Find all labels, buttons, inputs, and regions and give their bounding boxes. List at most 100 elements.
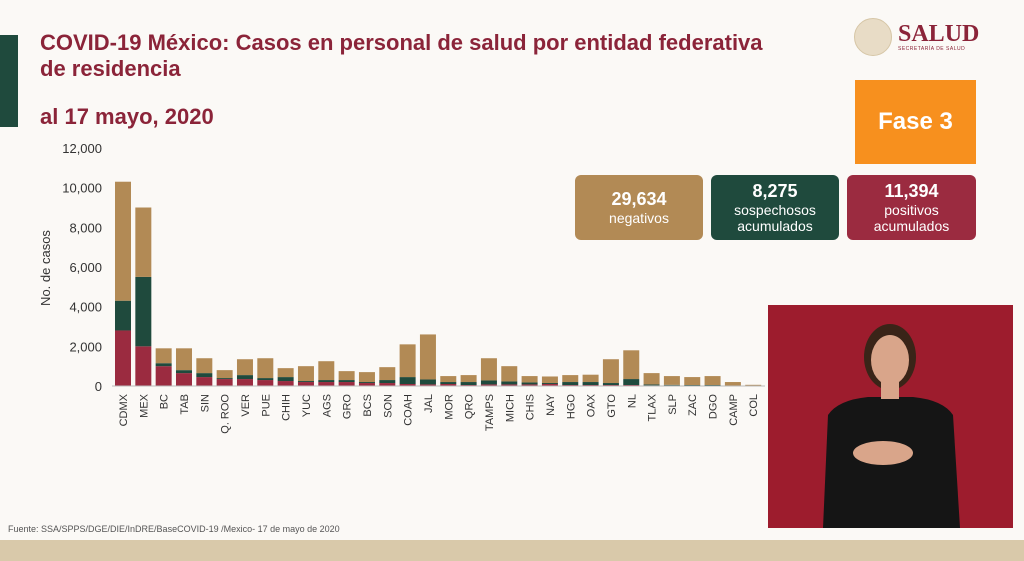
accent-bar: [0, 35, 18, 127]
bar-sospechosos: [562, 382, 579, 386]
bar-negativos: [582, 374, 599, 383]
bar-positivos: [358, 383, 375, 386]
bar-sospechosos: [257, 378, 274, 381]
page-subtitle: al 17 mayo, 2020: [40, 104, 214, 129]
bar-negativos: [297, 366, 314, 382]
bar-negativos: [440, 376, 457, 383]
interpreter-figure: [823, 324, 960, 528]
bar-negativos: [175, 348, 192, 371]
bar-sospechosos: [175, 370, 192, 374]
x-tick-label: NL: [626, 394, 638, 408]
bar-negativos: [115, 181, 131, 301]
bar-sospechosos: [216, 378, 233, 380]
bar-sospechosos: [135, 276, 152, 347]
logo-text: SALUD: [898, 21, 980, 47]
card-label: sospechosos acumulados: [734, 202, 816, 234]
bar-sospechosos: [115, 300, 131, 331]
x-tick-label: YUC: [301, 394, 313, 417]
bar-negativos: [663, 376, 680, 385]
bar-sospechosos: [379, 380, 396, 384]
bar-positivos: [216, 379, 233, 386]
y-tick-label: 10,000: [62, 181, 102, 196]
bar-negativos: [196, 358, 213, 374]
bar-negativos: [460, 375, 477, 383]
x-tick-label: TLAX: [647, 393, 659, 421]
x-tick-label: MOR: [443, 394, 455, 420]
bar-positivos: [135, 346, 152, 386]
x-tick-label: ZAC: [687, 394, 699, 416]
x-tick-label: MEX: [138, 393, 150, 418]
card-value: 29,634: [611, 189, 667, 209]
x-tick-label: GRO: [342, 394, 354, 420]
bar-negativos: [623, 350, 640, 380]
bar-sospechosos: [155, 363, 172, 367]
x-tick-label: COAH: [403, 394, 415, 426]
x-tick-label: GTO: [606, 394, 618, 418]
bar-negativos: [257, 358, 274, 379]
seal-icon: [854, 18, 892, 56]
bar-sospechosos: [684, 385, 701, 386]
bar-sospechosos: [399, 377, 416, 385]
card-positivos: 11,394 positivos acumulados: [847, 175, 976, 240]
bar-positivos: [521, 384, 538, 386]
x-tick-label: MICH: [504, 394, 516, 422]
bar-positivos: [419, 384, 436, 386]
bar-negativos: [338, 371, 355, 381]
bar-negativos: [135, 207, 152, 277]
x-tick-label: Q. ROO: [220, 394, 232, 434]
bar-sospechosos: [338, 380, 355, 383]
bar-negativos: [480, 358, 497, 381]
bar-negativos: [541, 376, 558, 384]
bar-positivos: [501, 384, 518, 386]
y-tick-label: 0: [95, 379, 102, 394]
bar-sospechosos: [602, 383, 619, 386]
bar-sospechosos: [623, 379, 640, 386]
y-tick-label: 4,000: [69, 300, 102, 315]
x-tick-label: CDMX: [118, 393, 130, 426]
bar-positivos: [318, 382, 335, 386]
x-tick-label: SON: [382, 394, 394, 418]
footer-band: [0, 540, 1024, 561]
bar-negativos: [318, 361, 335, 381]
source-note: Fuente: SSA/SPPS/DGE/DIE/InDRE/BaseCOVID…: [8, 524, 340, 534]
stacked-bar-chart: No. de casos 0 2,000 4,000 6,000 8,000 10,000…: [38, 141, 765, 434]
bar-positivos: [155, 366, 172, 386]
bar-sospechosos: [297, 381, 314, 383]
bar-sospechosos: [541, 383, 558, 385]
bar-sospechosos: [704, 385, 721, 386]
card-sospechosos: 8,275 sospechosos acumulados: [711, 175, 839, 240]
y-tick-label: 12,000: [62, 141, 102, 156]
bar-negativos: [358, 372, 375, 383]
bar-sospechosos: [318, 380, 335, 383]
x-tick-label: PUE: [260, 394, 272, 417]
bar-sospechosos: [643, 384, 660, 386]
x-tick-label: JAL: [423, 394, 435, 413]
card-value: 11,394: [884, 181, 939, 201]
bar-negativos: [745, 384, 762, 386]
bar-positivos: [236, 379, 253, 386]
bar-negativos: [684, 377, 701, 386]
bar-positivos: [379, 383, 396, 386]
bar-negativos: [277, 368, 294, 378]
bar-sospechosos: [501, 381, 518, 385]
x-tick-label: COL: [748, 394, 760, 417]
bar-sospechosos: [277, 377, 294, 382]
card-label: negativos: [609, 210, 669, 226]
page-title: COVID-19 México: Casos en personal de sa…: [40, 30, 763, 81]
x-tick-label: TAMPS: [484, 394, 496, 431]
y-tick-label: 6,000: [69, 260, 102, 275]
bar-negativos: [643, 373, 660, 385]
y-tick-label: 8,000: [69, 220, 102, 235]
bar-positivos: [115, 330, 131, 386]
bar-negativos: [501, 366, 518, 382]
x-tick-label: SLP: [667, 394, 679, 415]
bar-sospechosos: [196, 373, 213, 378]
logo-subtext: SECRETARÍA DE SALUD: [898, 46, 966, 52]
bar-positivos: [277, 381, 294, 386]
x-tick-label: BC: [159, 394, 171, 409]
bar-positivos: [175, 373, 192, 386]
sign-language-video: [768, 305, 1013, 528]
bar-sospechosos: [460, 382, 477, 386]
bar-negativos: [155, 348, 172, 364]
x-tick-label: CHIS: [525, 394, 537, 420]
